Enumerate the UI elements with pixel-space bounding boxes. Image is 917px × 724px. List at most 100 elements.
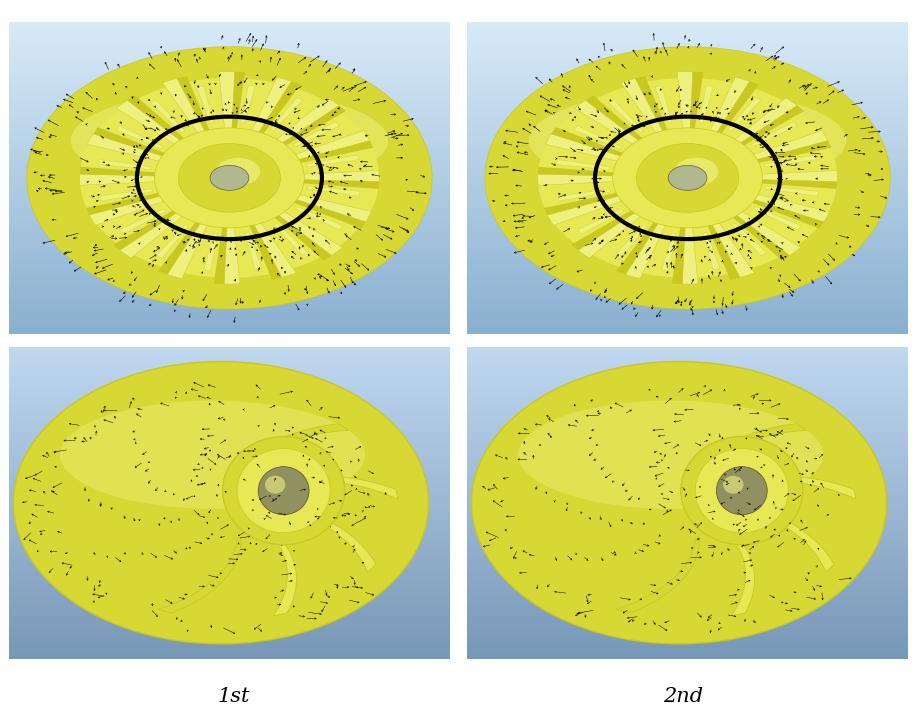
Wedge shape: [721, 206, 790, 261]
Wedge shape: [197, 86, 214, 123]
Ellipse shape: [518, 400, 823, 509]
Wedge shape: [94, 127, 183, 162]
Wedge shape: [702, 213, 740, 279]
Ellipse shape: [529, 90, 846, 190]
Wedge shape: [89, 191, 182, 225]
Ellipse shape: [668, 165, 707, 190]
Ellipse shape: [80, 78, 380, 278]
Wedge shape: [116, 100, 193, 153]
Polygon shape: [264, 526, 296, 616]
Ellipse shape: [259, 467, 309, 515]
Ellipse shape: [724, 476, 744, 494]
Polygon shape: [261, 476, 398, 499]
Wedge shape: [737, 140, 831, 167]
Wedge shape: [87, 134, 182, 166]
Polygon shape: [616, 537, 700, 613]
Ellipse shape: [265, 476, 285, 494]
Wedge shape: [682, 215, 698, 284]
Wedge shape: [279, 140, 373, 167]
Ellipse shape: [238, 449, 330, 533]
Wedge shape: [734, 193, 823, 229]
Wedge shape: [282, 170, 380, 182]
Ellipse shape: [636, 143, 739, 212]
Wedge shape: [282, 179, 379, 189]
Wedge shape: [766, 186, 818, 196]
Ellipse shape: [716, 467, 768, 515]
Wedge shape: [546, 134, 639, 166]
Ellipse shape: [71, 90, 388, 190]
Wedge shape: [80, 174, 177, 185]
Wedge shape: [231, 72, 245, 140]
Ellipse shape: [223, 437, 345, 544]
Wedge shape: [710, 81, 759, 145]
Wedge shape: [585, 96, 655, 151]
Wedge shape: [100, 189, 152, 201]
Wedge shape: [295, 206, 343, 230]
Ellipse shape: [674, 158, 718, 185]
Wedge shape: [551, 127, 641, 162]
Wedge shape: [547, 191, 640, 225]
Text: 1st: 1st: [217, 687, 250, 706]
Wedge shape: [740, 170, 837, 182]
Wedge shape: [616, 211, 666, 274]
Wedge shape: [248, 211, 296, 277]
Ellipse shape: [60, 400, 365, 509]
Wedge shape: [537, 174, 635, 185]
Wedge shape: [724, 203, 801, 256]
Wedge shape: [86, 188, 180, 215]
Wedge shape: [293, 122, 339, 147]
Wedge shape: [614, 224, 647, 258]
Wedge shape: [219, 72, 235, 140]
Wedge shape: [609, 100, 644, 132]
Polygon shape: [691, 424, 807, 479]
Wedge shape: [735, 190, 830, 222]
Wedge shape: [740, 179, 837, 189]
Wedge shape: [574, 126, 622, 149]
Wedge shape: [224, 215, 240, 284]
Wedge shape: [723, 98, 797, 152]
Wedge shape: [167, 212, 213, 279]
Wedge shape: [116, 126, 163, 149]
Wedge shape: [214, 215, 227, 284]
Wedge shape: [728, 97, 761, 131]
Wedge shape: [578, 203, 653, 258]
Wedge shape: [245, 232, 262, 270]
Wedge shape: [158, 211, 207, 274]
Wedge shape: [245, 213, 282, 279]
Ellipse shape: [613, 128, 762, 228]
Wedge shape: [704, 77, 750, 144]
Wedge shape: [306, 155, 359, 167]
Polygon shape: [274, 506, 376, 573]
Wedge shape: [246, 77, 292, 144]
Wedge shape: [307, 186, 360, 196]
Wedge shape: [276, 193, 366, 229]
Wedge shape: [264, 98, 339, 152]
Wedge shape: [751, 122, 798, 147]
Wedge shape: [270, 97, 303, 131]
Wedge shape: [735, 130, 828, 165]
Wedge shape: [177, 76, 215, 143]
Wedge shape: [703, 232, 720, 270]
Wedge shape: [204, 233, 218, 271]
Polygon shape: [722, 526, 755, 616]
Polygon shape: [720, 476, 856, 499]
Wedge shape: [754, 206, 801, 230]
Wedge shape: [268, 106, 346, 154]
Wedge shape: [726, 106, 804, 154]
Ellipse shape: [537, 78, 837, 278]
Wedge shape: [262, 206, 332, 261]
Wedge shape: [625, 212, 671, 279]
Ellipse shape: [155, 128, 304, 228]
Wedge shape: [251, 81, 301, 145]
Ellipse shape: [178, 143, 281, 212]
Polygon shape: [158, 537, 241, 613]
Wedge shape: [732, 223, 767, 256]
Wedge shape: [578, 209, 624, 234]
Wedge shape: [557, 159, 610, 170]
Wedge shape: [621, 78, 669, 144]
Wedge shape: [162, 78, 211, 144]
Ellipse shape: [210, 165, 249, 190]
Wedge shape: [266, 203, 342, 256]
Wedge shape: [575, 100, 651, 153]
Polygon shape: [733, 506, 834, 573]
